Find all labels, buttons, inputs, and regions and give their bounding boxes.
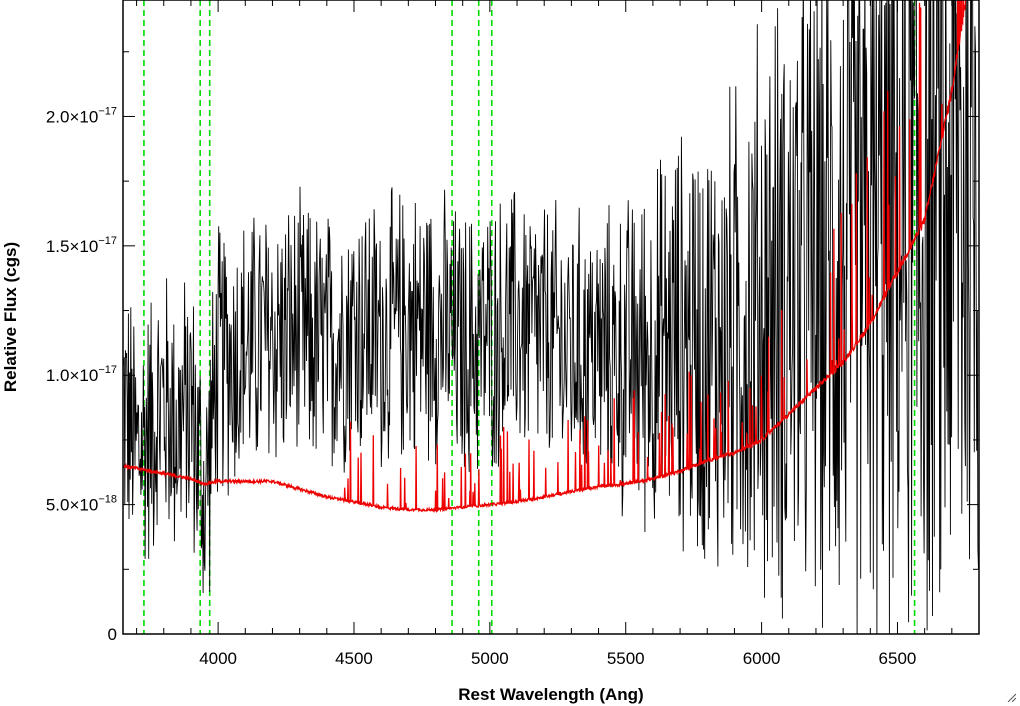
x-tick-label: 6000: [743, 649, 781, 668]
y-axis-title: Relative Flux (cgs): [1, 242, 20, 392]
flux-spectrum-line: [123, 0, 979, 634]
x-tick-label: 5500: [607, 649, 645, 668]
x-axis-ticks: 4000 4500 5000 5500 6000 6500: [136, 0, 980, 668]
x-tick-label: 4000: [199, 649, 237, 668]
series-layer: [123, 0, 979, 634]
x-tick-label: 6500: [879, 649, 917, 668]
y-tick-label: 1.5×10−17: [46, 235, 117, 256]
plot-frame: [122, 0, 980, 635]
y-tick-label: 1.0×10−17: [46, 364, 117, 385]
x-axis-title: Rest Wavelength (Ang): [458, 685, 643, 704]
y-axis-ticks: 0 5.0×10−18 1.0×10−17 1.5×10−17 2.0×10−17: [46, 51, 979, 644]
y-tick-label: 0: [108, 625, 117, 644]
y-tick-label: 5.0×10−18: [46, 494, 117, 515]
x-tick-label: 5000: [471, 649, 509, 668]
resize-grip-icon[interactable]: [1006, 692, 1016, 702]
y-tick-label: 2.0×10−17: [46, 105, 117, 126]
reference-lines: [143, 0, 916, 634]
axes: [122, 0, 980, 635]
x-tick-label: 4500: [335, 649, 373, 668]
error-spectrum-line: [123, 0, 967, 514]
